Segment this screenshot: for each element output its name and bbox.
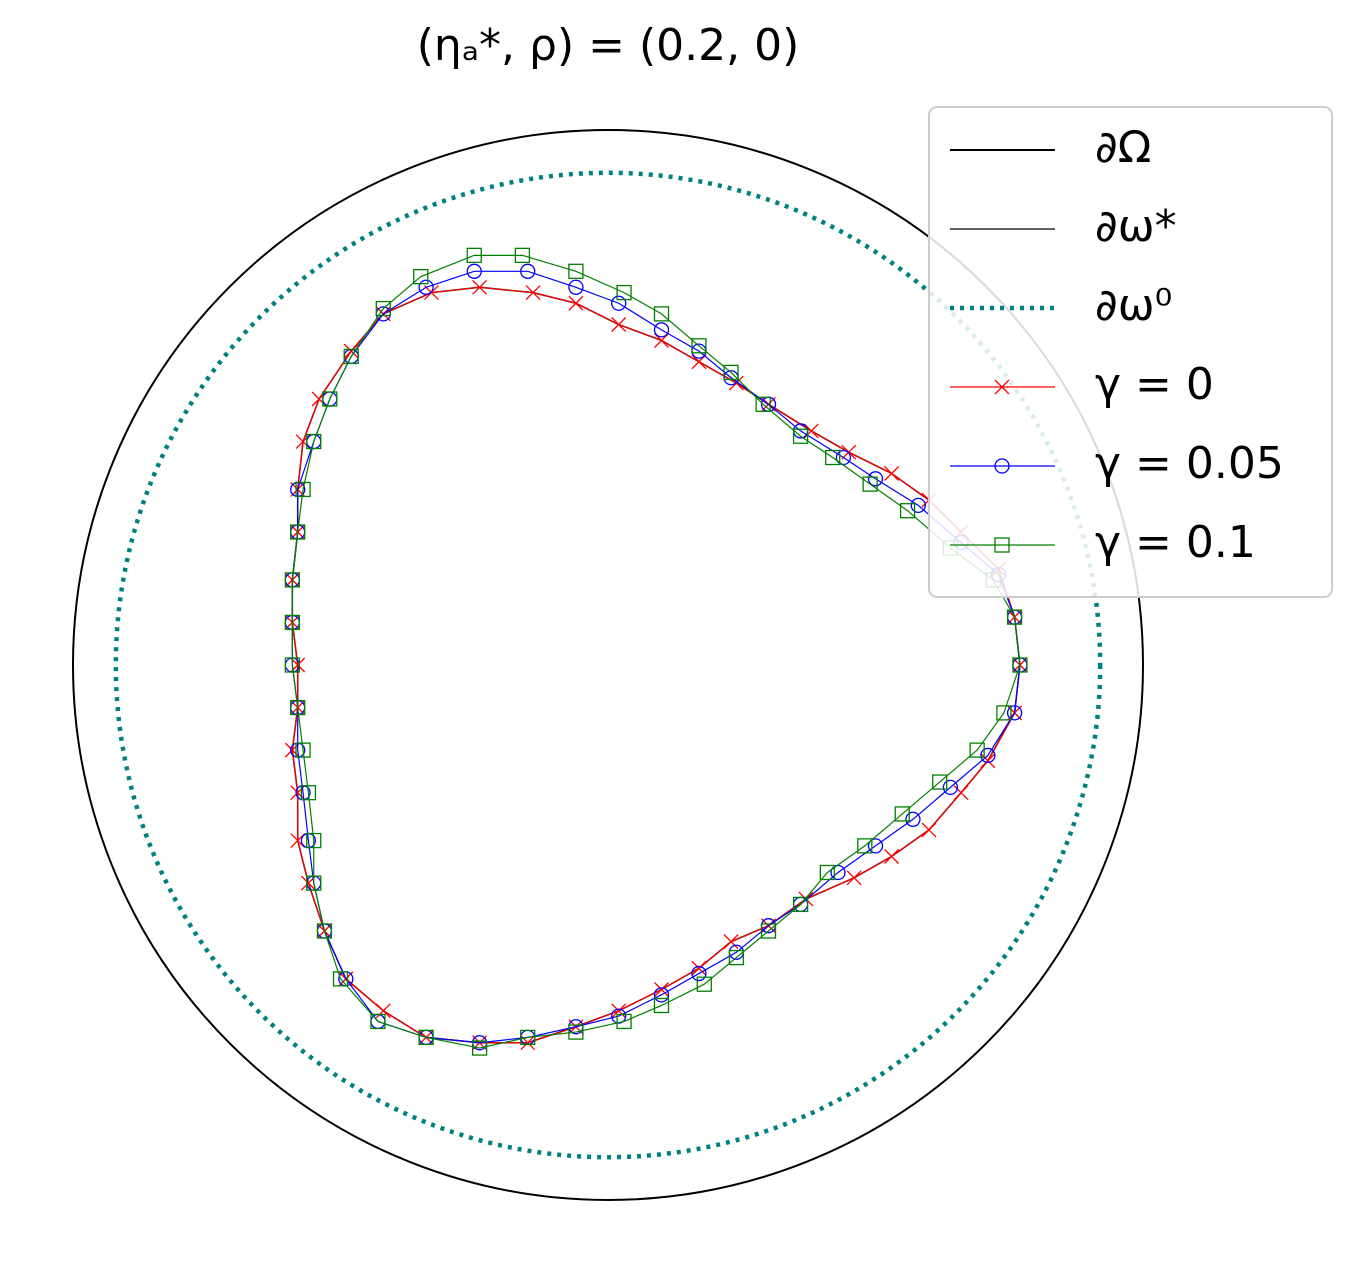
- marker: [884, 466, 900, 481]
- marker: [520, 1029, 536, 1046]
- marker: [611, 295, 627, 311]
- marker: [994, 379, 1010, 395]
- marker: [472, 279, 488, 295]
- marker: [980, 753, 996, 769]
- marker: [654, 982, 669, 997]
- marker: [994, 458, 1010, 474]
- marker: [322, 391, 338, 407]
- legend-label: γ = 0: [1095, 359, 1214, 410]
- marker: [921, 822, 937, 838]
- marker: [343, 348, 359, 365]
- legend-label: ∂Ω: [1095, 122, 1151, 173]
- marker: [653, 987, 670, 1003]
- marker: [418, 1029, 434, 1046]
- marker: [691, 965, 707, 982]
- marker: [290, 524, 306, 540]
- marker: [723, 934, 739, 950]
- boundary-curve: [291, 286, 1021, 1044]
- marker: [370, 1013, 386, 1030]
- marker: [932, 774, 948, 790]
- marker: [696, 976, 712, 992]
- boundary-circle: [72, 129, 1144, 1201]
- marker: [980, 747, 996, 764]
- marker: [760, 923, 777, 939]
- marker: [520, 263, 536, 279]
- marker: [1006, 609, 1023, 625]
- marker: [728, 949, 745, 966]
- marker: [819, 864, 835, 881]
- marker: [1012, 657, 1028, 673]
- marker: [284, 657, 301, 673]
- marker: [611, 317, 627, 332]
- marker: [284, 614, 301, 631]
- marker: [862, 476, 878, 492]
- marker: [568, 279, 584, 295]
- marker: [568, 295, 584, 311]
- marker: [568, 1024, 584, 1040]
- marker: [691, 960, 707, 976]
- marker: [466, 263, 482, 279]
- boundary-curve: [291, 270, 1021, 1044]
- marker: [723, 364, 739, 381]
- marker: [792, 896, 809, 913]
- marker: [568, 263, 584, 279]
- marker: [994, 537, 1010, 553]
- marker: [471, 1040, 488, 1056]
- marker: [284, 742, 300, 758]
- marker: [884, 849, 900, 864]
- legend-label: ∂ω⁰: [1095, 280, 1172, 331]
- legend-label: γ = 0.1: [1095, 517, 1256, 568]
- boundary-curve: [291, 254, 1021, 1049]
- marker: [653, 306, 670, 322]
- marker: [653, 997, 670, 1014]
- legend-label: γ = 0.05: [1095, 438, 1284, 489]
- marker: [611, 1003, 627, 1019]
- marker: [375, 1003, 391, 1019]
- marker: [295, 481, 311, 498]
- marker: [910, 497, 926, 514]
- marker: [755, 396, 771, 412]
- marker: [691, 338, 707, 354]
- marker: [525, 285, 541, 301]
- legend-label: ∂ω*: [1095, 201, 1177, 252]
- marker: [616, 284, 632, 301]
- marker: [846, 870, 862, 886]
- legend: ∂Ω ∂ω* ∂ω⁰ γ = 0 γ = 0.05 γ = 0.1: [928, 106, 1333, 598]
- plot-area: [72, 129, 1144, 1201]
- marker: [616, 1013, 632, 1030]
- marker: [942, 779, 959, 796]
- marker: [867, 838, 884, 854]
- marker: [653, 322, 670, 338]
- marker: [375, 300, 391, 317]
- marker: [295, 742, 311, 758]
- marker: [867, 471, 884, 487]
- marker: [316, 923, 333, 939]
- marker: [306, 832, 322, 849]
- marker: [306, 875, 322, 891]
- marker: [332, 971, 349, 987]
- boundary-circle: [113, 170, 1103, 1160]
- marker: [792, 428, 809, 444]
- marker: [306, 433, 322, 450]
- marker: [514, 247, 531, 264]
- marker: [894, 806, 910, 822]
- marker: [413, 268, 429, 285]
- marker: [466, 247, 482, 264]
- marker: [284, 572, 301, 588]
- marker: [899, 503, 916, 519]
- marker: [996, 705, 1012, 721]
- marker: [418, 279, 434, 295]
- marker: [290, 699, 306, 716]
- boundary-curve: [291, 286, 1021, 1044]
- marker: [825, 449, 841, 466]
- chart-title: (ηₐ*, ρ) = (0.2, 0): [417, 20, 799, 71]
- marker: [905, 811, 921, 827]
- marker: [969, 742, 985, 758]
- marker: [300, 785, 317, 801]
- marker: [343, 343, 359, 359]
- marker: [857, 838, 873, 854]
- marker: [953, 785, 969, 801]
- marker: [1006, 705, 1023, 721]
